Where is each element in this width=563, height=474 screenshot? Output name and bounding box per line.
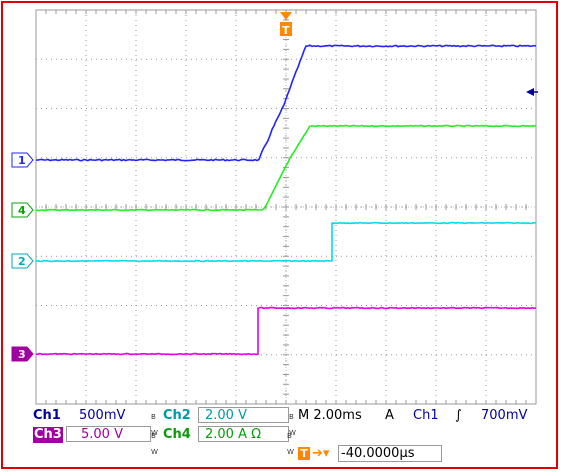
ch2-trace bbox=[36, 221, 537, 263]
scope-frame bbox=[1, 1, 558, 469]
ch4-scale: 2.00 A Ω bbox=[198, 426, 289, 442]
ch3-ground-marker: 3 bbox=[11, 346, 34, 362]
trigger-level-icon bbox=[526, 88, 534, 96]
trigger-arrow-icon bbox=[280, 12, 292, 20]
ch1-scale: 500mV bbox=[79, 408, 126, 423]
trigger-label: T bbox=[282, 24, 290, 37]
ch4-ground-marker-label: 4 bbox=[18, 204, 26, 217]
timebase: M 2.00ms bbox=[298, 408, 362, 423]
ch3-ground-marker-label: 3 bbox=[18, 348, 26, 361]
trigger-position-value: -40.0000µs bbox=[338, 445, 442, 462]
ch4-label: Ch4 bbox=[163, 427, 191, 442]
ch3-label: Ch3 bbox=[33, 427, 63, 443]
trigger-position-icon: T bbox=[298, 447, 310, 460]
trigger-level: 700mV bbox=[481, 408, 528, 423]
waveforms bbox=[35, 44, 537, 356]
trigger-slope-icon: ∫ bbox=[455, 408, 462, 423]
ch2-ground-marker: 2 bbox=[11, 253, 34, 269]
ch1-label: Ch1 bbox=[33, 408, 61, 423]
graticule bbox=[35, 9, 537, 405]
ch2-ground-marker-shape bbox=[11, 253, 34, 269]
ch4-ground-marker: 4 bbox=[11, 202, 34, 218]
ch2-ground-marker-label: 2 bbox=[18, 255, 26, 268]
trigger-source: Ch1 bbox=[413, 408, 439, 423]
ch1-ground-marker: 1 bbox=[11, 152, 34, 168]
ch1-ground-marker-label: 1 bbox=[18, 154, 26, 167]
ch4-trace bbox=[35, 124, 537, 212]
trigger-position-marker: T bbox=[280, 12, 292, 37]
ch4-ground-marker-shape bbox=[11, 202, 34, 218]
ch1-trace bbox=[35, 44, 537, 162]
trigger-box bbox=[280, 22, 292, 36]
ch2-scale: 2.00 V bbox=[198, 407, 289, 423]
trigger-arrow-icon: ➔▾ bbox=[312, 446, 330, 461]
ch1-ground-marker-shape bbox=[11, 152, 34, 168]
ch2-label: Ch2 bbox=[163, 408, 191, 423]
ch3-ground-marker-shape bbox=[11, 346, 34, 362]
ch3-trace bbox=[36, 306, 537, 356]
channel-markers: 1 4 2 3 T bbox=[11, 12, 538, 362]
trigger-mode: A bbox=[385, 408, 394, 423]
ch3-scale: 5.00 V bbox=[66, 426, 151, 442]
